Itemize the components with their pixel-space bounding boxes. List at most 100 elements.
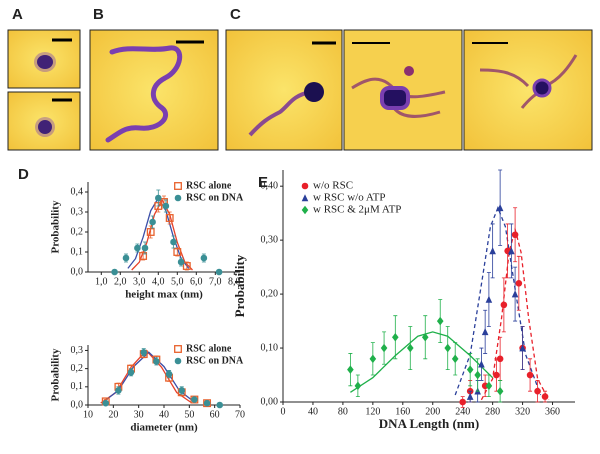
y-axis-label: Probability — [50, 348, 62, 401]
x-tick-label: 3,0 — [133, 276, 146, 287]
legend-label: w RSC w/o ATP — [313, 192, 385, 204]
marker — [301, 182, 309, 190]
x-tick-label: 160 — [395, 406, 410, 417]
y-tick-label: 0,0 — [71, 266, 84, 277]
x-tick-label: 200 — [425, 406, 440, 417]
y-tick-label: 0,10 — [261, 342, 279, 353]
marker — [153, 358, 160, 365]
y-tick-label: 0,2 — [71, 363, 84, 374]
marker — [369, 354, 377, 364]
marker — [174, 345, 182, 353]
x-tick-label: 2,0 — [114, 276, 127, 287]
y-tick-label: 0,0 — [71, 399, 84, 410]
marker — [421, 332, 429, 342]
marker — [191, 396, 198, 403]
x-tick-label: 6,0 — [190, 276, 203, 287]
marker — [170, 238, 177, 246]
marker — [301, 205, 309, 215]
y-tick-label: 0,00 — [261, 396, 279, 407]
marker — [155, 194, 162, 202]
marker — [392, 332, 399, 342]
marker — [165, 370, 173, 378]
legend-label: RSC alone — [186, 343, 232, 354]
marker — [515, 280, 523, 287]
panel-label: B — [93, 6, 104, 23]
y-tick-label: 0,2 — [71, 226, 84, 237]
marker — [162, 202, 170, 210]
marker — [301, 194, 309, 202]
legend-label: w RSC & 2μM ATP — [313, 204, 401, 216]
marker — [406, 343, 414, 353]
y-tick-label: 0,30 — [261, 234, 279, 245]
marker — [511, 290, 519, 298]
marker — [347, 365, 354, 374]
marker — [174, 182, 182, 190]
x-tick-label: 70 — [235, 409, 245, 420]
marker — [215, 268, 223, 276]
marker — [139, 252, 148, 260]
y-tick-label: 0,20 — [261, 288, 279, 299]
afm-images — [7, 29, 593, 151]
x-tick-label: 20 — [108, 409, 118, 420]
y-axis-label: Probability — [232, 254, 247, 317]
panel-label: E — [258, 174, 268, 191]
x-tick-label: 40 — [308, 406, 318, 417]
marker — [174, 357, 182, 365]
marker — [534, 387, 541, 395]
marker — [508, 247, 515, 255]
marker — [380, 343, 388, 353]
panel-label: D — [18, 166, 29, 183]
fit-curve — [131, 198, 193, 271]
marker — [489, 247, 496, 255]
marker — [216, 401, 224, 409]
x-axis-label: DNA Length (nm) — [379, 416, 479, 431]
marker — [496, 203, 504, 212]
marker — [496, 355, 504, 363]
legend-label: RSC alone — [186, 180, 232, 191]
marker — [178, 387, 186, 394]
marker — [481, 382, 489, 390]
marker — [149, 218, 156, 226]
marker — [134, 244, 141, 252]
y-tick-label: 0,3 — [71, 345, 84, 356]
marker — [436, 316, 444, 326]
x-tick-label: 280 — [485, 406, 500, 417]
marker — [478, 360, 485, 368]
marker — [111, 268, 118, 276]
marker — [354, 381, 362, 391]
marker — [174, 194, 182, 202]
legend-label: RSC on DNA — [186, 355, 244, 366]
marker — [173, 248, 182, 256]
marker — [115, 387, 122, 394]
x-tick-label: 8,0 — [228, 276, 241, 287]
marker — [200, 254, 208, 262]
x-tick-label: 10 — [83, 409, 93, 420]
marker — [485, 295, 493, 303]
y-tick-label: 0,40 — [261, 180, 279, 191]
marker — [466, 392, 474, 400]
marker — [485, 381, 493, 391]
marker — [140, 348, 148, 356]
marker — [177, 258, 185, 266]
x-tick-label: 40 — [159, 409, 169, 420]
marker — [127, 368, 135, 376]
marker — [481, 328, 489, 336]
x-tick-label: 80 — [338, 406, 348, 417]
x-tick-label: 240 — [455, 406, 470, 417]
panel-label: C — [230, 6, 241, 23]
x-tick-label: 360 — [545, 406, 560, 417]
marker — [519, 344, 526, 352]
x-axis-label: diameter (nm) — [130, 422, 198, 434]
marker — [466, 365, 474, 374]
x-tick-label: 7,0 — [209, 276, 222, 287]
marker — [526, 371, 534, 379]
marker — [451, 354, 459, 364]
marker — [459, 398, 466, 406]
y-axis-label: Probability — [50, 200, 62, 253]
x-tick-label: 4,0 — [152, 276, 165, 287]
marker — [500, 301, 508, 309]
marker — [444, 343, 452, 353]
y-tick-label: 0,3 — [71, 206, 84, 217]
x-tick-label: 1,0 — [95, 276, 108, 287]
